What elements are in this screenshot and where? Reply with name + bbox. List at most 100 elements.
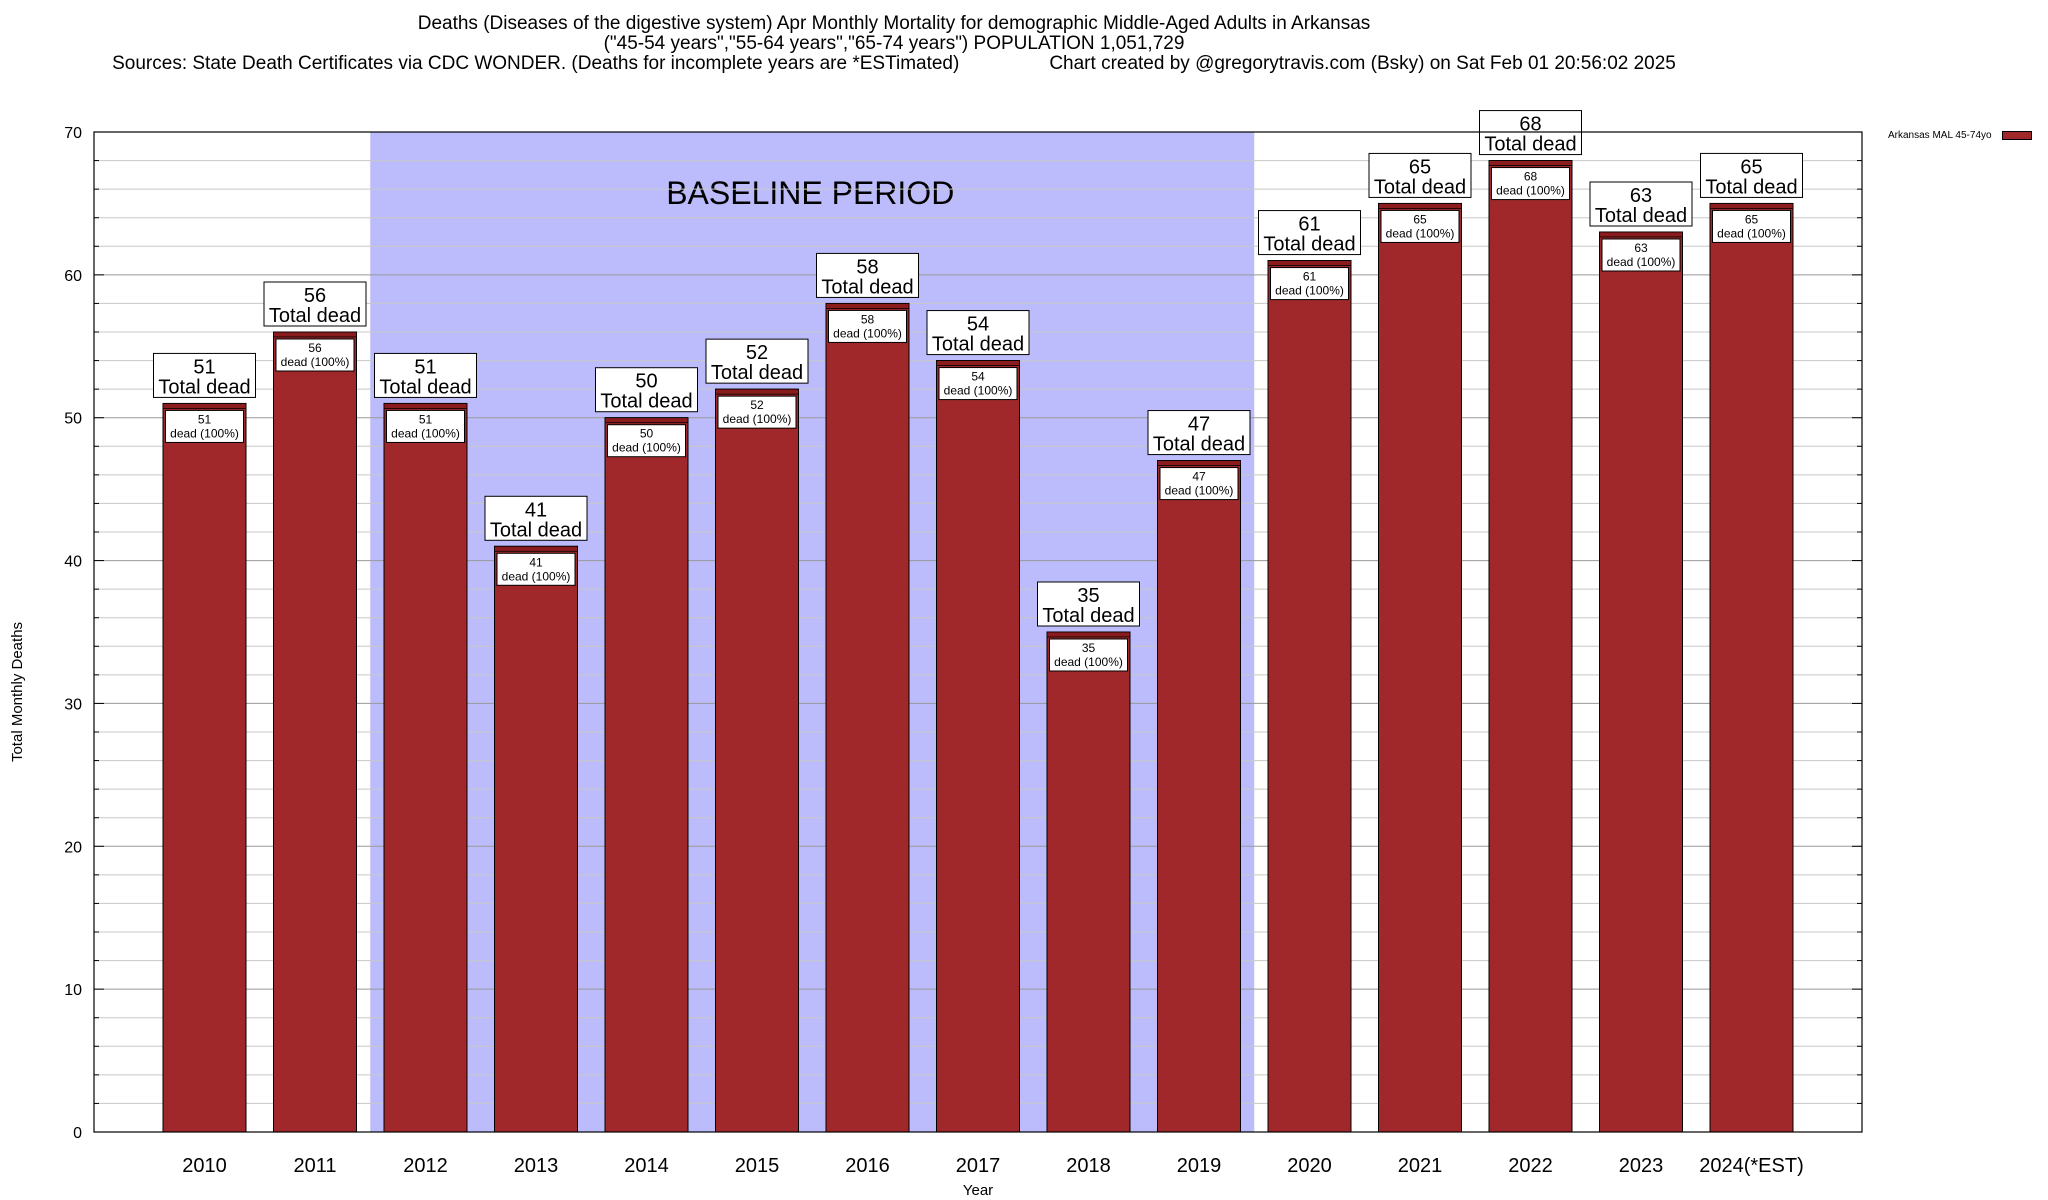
inner-percent-label: dead (100%) xyxy=(170,426,239,440)
top-total-label: Total dead xyxy=(1374,176,1466,198)
inner-value-label: 56 xyxy=(308,341,322,355)
top-total-label: Total dead xyxy=(379,376,471,398)
bar-cap xyxy=(604,417,689,424)
top-total-label: Total dead xyxy=(1595,205,1687,227)
top-label-box xyxy=(1700,152,1803,198)
chart-title-line-3: Sources: State Death Certificates via CD… xyxy=(0,54,1788,74)
inner-label-box xyxy=(607,424,686,458)
inner-value-label: 41 xyxy=(529,555,543,569)
bar-cap xyxy=(494,545,578,552)
inner-value-label: 50 xyxy=(640,427,654,441)
inner-percent-label: dead (100%) xyxy=(944,384,1013,398)
inner-percent-label: dead (100%) xyxy=(612,441,681,455)
top-total-label: Total dead xyxy=(1484,134,1576,156)
inner-value-label: 51 xyxy=(419,412,433,426)
bar xyxy=(1709,202,1794,1133)
y-tick-label: 60 xyxy=(64,268,82,285)
x-tick-label: 2010 xyxy=(182,1155,227,1177)
top-total-label: Total dead xyxy=(1263,234,1355,256)
baseline-period-label: BASELINE PERIOD xyxy=(666,175,954,211)
x-tick-label: 2017 xyxy=(956,1155,1001,1177)
top-value-label: 63 xyxy=(1630,185,1652,207)
y-tick-label: 10 xyxy=(64,982,82,999)
top-total-label: Total dead xyxy=(1042,605,1134,627)
top-total-label: Total dead xyxy=(600,391,692,413)
x-tick-label: 2015 xyxy=(735,1155,780,1177)
top-label-box xyxy=(595,367,698,413)
y-tick-label: 20 xyxy=(64,839,82,856)
inner-label-box xyxy=(1712,209,1791,243)
top-label-box xyxy=(484,495,588,541)
bar-cap xyxy=(825,303,910,309)
bar xyxy=(936,360,1020,1133)
top-total-label: Total dead xyxy=(269,305,361,327)
inner-label-box xyxy=(828,309,907,343)
top-total-label: Total dead xyxy=(1153,434,1245,456)
top-label-box xyxy=(1258,210,1361,256)
inner-percent-label: dead (100%) xyxy=(1054,655,1123,669)
top-value-label: 68 xyxy=(1519,114,1541,136)
legend-swatch xyxy=(2001,131,2032,140)
plot-frame xyxy=(93,131,1863,1133)
inner-percent-label: dead (100%) xyxy=(391,426,460,440)
inner-label-box xyxy=(1270,267,1349,301)
top-total-label: Total dead xyxy=(821,276,913,298)
inner-label-box xyxy=(1380,209,1460,243)
top-label-box xyxy=(926,310,1030,356)
x-tick-label: 2018 xyxy=(1066,1155,1111,1177)
bar-cap xyxy=(1709,203,1794,209)
inner-label-box xyxy=(938,367,1018,401)
inner-percent-label: dead (100%) xyxy=(1496,184,1565,198)
top-total-label: Total dead xyxy=(158,376,250,398)
top-value-label: 41 xyxy=(525,499,547,521)
bar-cap xyxy=(1046,631,1131,638)
top-label-box xyxy=(816,252,919,298)
inner-label-box xyxy=(1601,238,1681,272)
top-total-label: Total dead xyxy=(490,519,582,541)
inner-percent-label: dead (100%) xyxy=(502,569,571,583)
inner-percent-label: dead (100%) xyxy=(1607,255,1676,269)
top-label-box xyxy=(705,338,809,384)
inner-label-box xyxy=(1159,467,1239,501)
bar-cap xyxy=(162,403,247,409)
inner-value-label: 47 xyxy=(1192,470,1206,484)
y-tick-label: 70 xyxy=(64,125,82,142)
x-tick-label: 2012 xyxy=(403,1155,448,1177)
inner-label-box xyxy=(386,409,465,443)
inner-label-box xyxy=(165,409,244,443)
top-label-box xyxy=(1037,581,1140,627)
legend: Arkansas MAL 45-74yo xyxy=(1888,130,2032,141)
y-axis-label: Total Monthly Deaths xyxy=(9,622,26,762)
top-value-label: 47 xyxy=(1188,414,1210,436)
top-value-label: 50 xyxy=(635,371,657,393)
bar-cap xyxy=(383,403,468,409)
top-label-box xyxy=(263,281,367,327)
inner-percent-label: dead (100%) xyxy=(723,412,792,426)
inner-value-label: 61 xyxy=(1303,270,1317,284)
sources-text: Sources: State Death Certificates via CD… xyxy=(112,53,960,74)
top-value-label: 65 xyxy=(1409,156,1431,178)
inner-label-box xyxy=(1491,167,1570,201)
bar-cap xyxy=(1599,231,1683,238)
bar-cap xyxy=(1267,260,1352,266)
inner-value-label: 65 xyxy=(1745,212,1759,226)
inner-percent-label: dead (100%) xyxy=(1275,284,1344,298)
inner-label-box xyxy=(717,395,797,429)
bar xyxy=(494,545,578,1133)
x-tick-label: 2013 xyxy=(514,1155,559,1177)
inner-value-label: 58 xyxy=(861,312,875,326)
bar-cap xyxy=(273,331,357,338)
x-tick-label: 2024(*EST) xyxy=(1699,1155,1804,1177)
inner-value-label: 52 xyxy=(750,398,764,412)
y-tick-label: 40 xyxy=(64,554,82,571)
inner-label-box xyxy=(1049,638,1128,672)
bar xyxy=(1157,460,1241,1133)
credit-text: Chart created by @gregorytravis.com (Bsk… xyxy=(1049,53,1676,74)
y-tick-label: 50 xyxy=(64,411,82,428)
bar xyxy=(1488,160,1573,1133)
top-value-label: 61 xyxy=(1298,214,1320,236)
y-tick-label: 30 xyxy=(64,696,82,713)
top-value-label: 35 xyxy=(1077,585,1099,607)
inner-percent-label: dead (100%) xyxy=(833,326,902,340)
